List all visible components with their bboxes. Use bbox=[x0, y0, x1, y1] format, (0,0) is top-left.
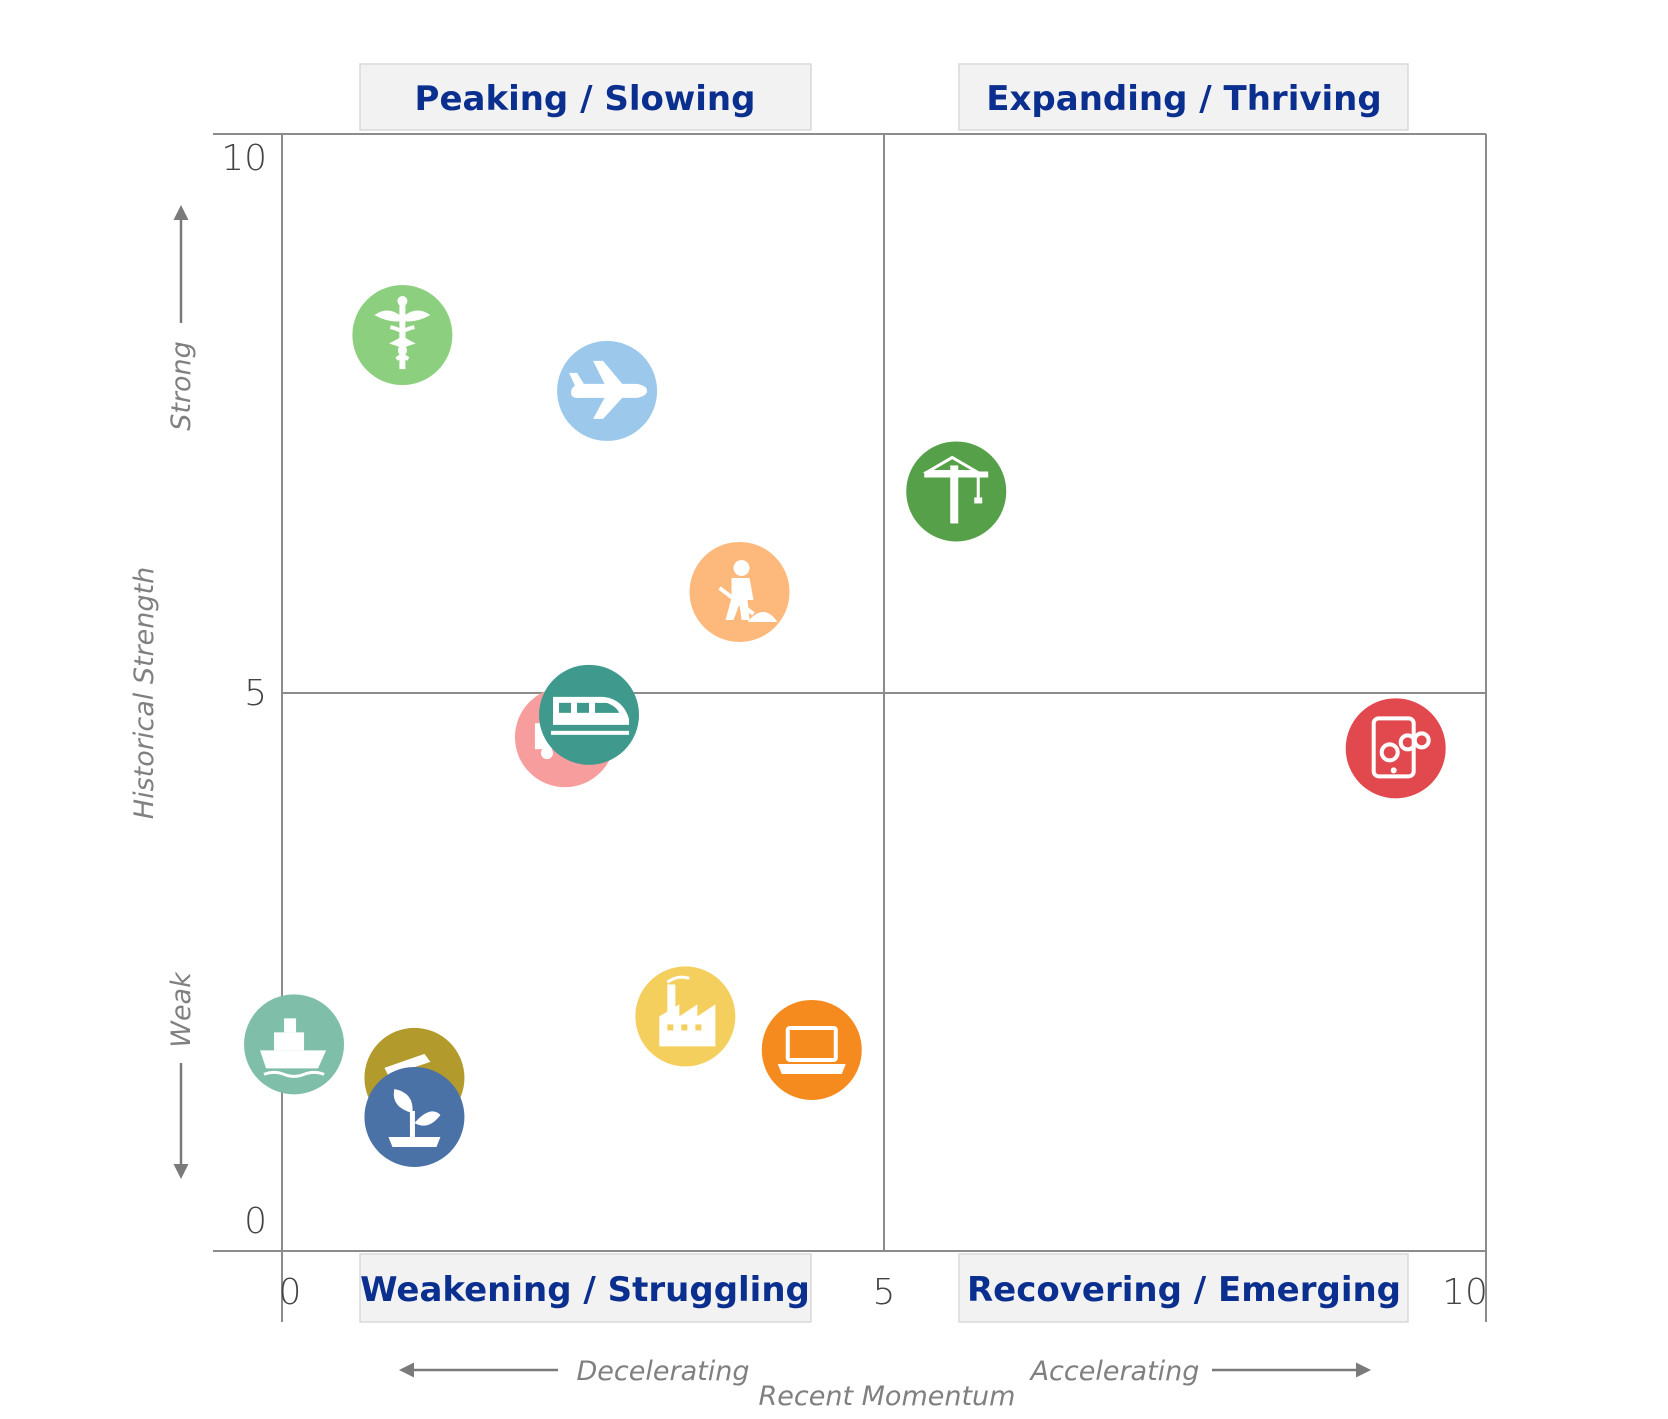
quadrant-label-top-left: Peaking / Slowing bbox=[359, 63, 812, 131]
weak-label: Weak bbox=[166, 971, 197, 1048]
quadrant-label-top-right: Expanding / Thriving bbox=[958, 63, 1409, 131]
x-tick-label-0: 0 bbox=[279, 1272, 302, 1313]
quadrant-label-text: Peaking / Slowing bbox=[415, 79, 756, 119]
laptop-icon bbox=[761, 999, 862, 1100]
airplane-icon bbox=[557, 340, 658, 441]
y-tick-label-10: 10 bbox=[221, 138, 267, 179]
x-tick-label-5: 5 bbox=[873, 1272, 896, 1313]
factory-icon bbox=[635, 966, 736, 1067]
point-glyph bbox=[1371, 716, 1431, 779]
point-glyph bbox=[569, 360, 648, 419]
crane-icon bbox=[906, 441, 1007, 542]
tablet-gears-icon bbox=[1345, 698, 1446, 799]
x-tick-label-10: 10 bbox=[1442, 1272, 1488, 1313]
decelerating-label: Decelerating bbox=[577, 1356, 750, 1387]
quadrant-label-text: Recovering / Emerging bbox=[967, 1270, 1401, 1310]
point-glyph bbox=[718, 559, 778, 622]
construction-worker-icon bbox=[689, 541, 790, 642]
train-icon bbox=[539, 664, 640, 765]
point-marker bbox=[761, 999, 862, 1100]
y-tick-label-0: 0 bbox=[244, 1201, 267, 1242]
point-glyph bbox=[922, 455, 989, 524]
strong-label: Strong bbox=[166, 341, 197, 431]
y-tick-label-5: 5 bbox=[244, 673, 267, 714]
quadrant-label-text: Expanding / Thriving bbox=[986, 79, 1381, 119]
ship-icon bbox=[244, 994, 345, 1095]
quadrant-label-bottom-left: Weakening / Struggling bbox=[359, 1253, 812, 1323]
point-glyph bbox=[777, 1025, 846, 1074]
point-glyph bbox=[388, 1088, 441, 1147]
x-axis-title: Recent Momentum bbox=[759, 1381, 1016, 1412]
accelerating-label: Accelerating bbox=[1029, 1356, 1200, 1387]
plot-area bbox=[213, 133, 1487, 1322]
y-axis-title: Historical Strength bbox=[129, 567, 160, 819]
point-glyph bbox=[260, 1018, 327, 1078]
point-glyph bbox=[374, 296, 431, 370]
plant-icon bbox=[364, 1066, 465, 1167]
data-points bbox=[244, 285, 1446, 1167]
point-glyph bbox=[659, 975, 716, 1047]
point-glyph bbox=[551, 696, 630, 735]
quadrant-label-text: Weakening / Struggling bbox=[360, 1270, 810, 1310]
caduceus-icon bbox=[352, 285, 453, 386]
quadrant-label-bottom-right: Recovering / Emerging bbox=[958, 1253, 1409, 1323]
